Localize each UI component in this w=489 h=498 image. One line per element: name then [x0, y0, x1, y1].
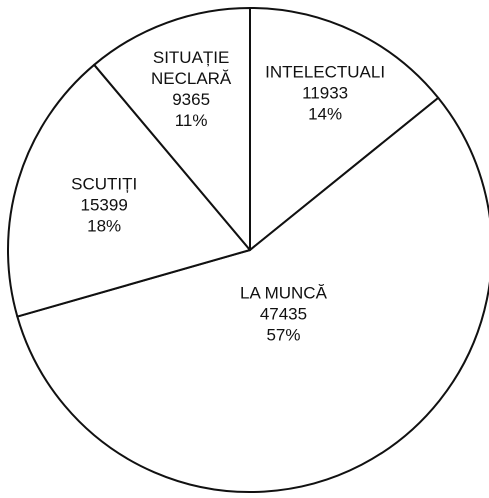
slice-label: SITUAȚIE NECLARĂ 9365 11%	[126, 47, 256, 131]
slice-label: SCUTIȚI 15399 18%	[71, 174, 137, 237]
category-label: INTELECTUALI	[265, 62, 386, 82]
value-label: 11933	[302, 83, 349, 103]
category-label: SCUTIȚI	[71, 174, 138, 194]
pie-slice	[93, 7, 251, 251]
percentage-label: 18%	[87, 216, 122, 236]
value-label: 9365	[172, 89, 211, 109]
value-label: 47435	[259, 304, 308, 324]
slice-label: LA MUNCĂ 47435 57%	[240, 283, 327, 346]
percentage-label: 57%	[266, 325, 301, 345]
percentage-label: 14%	[308, 104, 343, 124]
pie-slice	[249, 7, 440, 251]
slice-label: INTELECTUALI 11933 14%	[265, 61, 385, 124]
category-label: SITUAȚIE NECLARĂ	[150, 47, 232, 88]
pie-slice	[7, 63, 251, 318]
percentage-label: 11%	[174, 110, 208, 130]
value-label: 15399	[80, 195, 128, 215]
category-label: LA MUNCĂ	[240, 283, 327, 303]
